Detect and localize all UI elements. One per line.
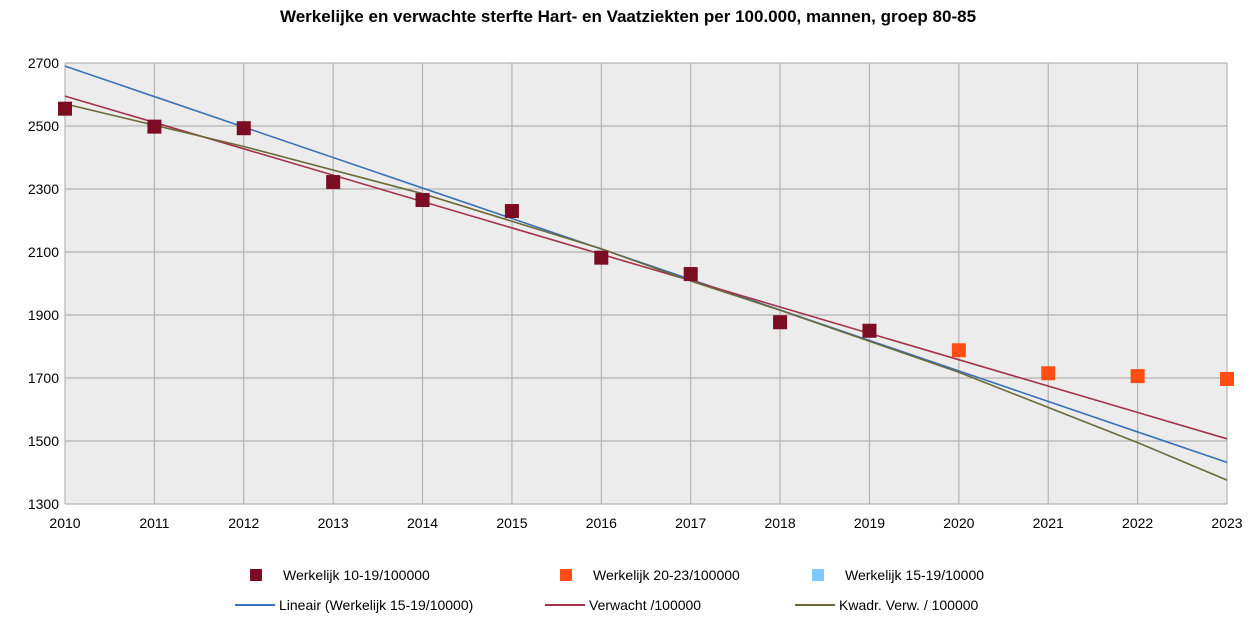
y-tick-label: 2700 [28,55,59,71]
x-tick-label: 2023 [1211,515,1242,531]
legend-label: Verwacht /100000 [589,597,701,613]
data-point [58,101,72,116]
series-line [64,95,1228,440]
grid [64,62,1228,505]
legend-label: Lineair (Werkelijk 15-19/10000) [279,597,473,613]
y-tick-label: 1700 [28,370,59,386]
data-point [415,193,430,208]
chart-title: Werkelijke en verwachte sterfte Hart- en… [280,7,976,26]
y-tick-label: 1900 [28,307,59,323]
x-tick-label: 2013 [318,515,349,531]
x-tick-label: 2021 [1033,515,1064,531]
x-tick-label: 2014 [407,515,438,531]
plot-area [65,63,1227,504]
y-tick-label: 1300 [28,496,59,512]
legend: Werkelijk 10-19/100000 Werkelijk 20-23/10… [235,567,984,613]
legend-label: Kwadr. Verw. / 100000 [839,597,979,613]
y-tick-label: 1500 [28,433,59,449]
data-point [951,343,966,358]
series [58,65,1234,481]
x-tick-label: 2018 [764,515,795,531]
x-tick-label: 2020 [943,515,974,531]
data-point [236,121,251,136]
x-tick-label: 2022 [1122,515,1153,531]
legend-label: Werkelijk 10-19/100000 [283,567,430,583]
y-tick-label: 2500 [28,118,59,134]
x-tick-label: 2019 [854,515,885,531]
data-point [594,250,609,265]
y-tick-label: 2300 [28,181,59,197]
legend-swatch [812,569,824,581]
legend-swatch [560,569,572,581]
data-point [1220,371,1234,386]
legend-label: Werkelijk 15-19/10000 [845,567,984,583]
data-point [326,175,341,190]
data-point [504,204,519,219]
legend-swatch [250,569,262,581]
x-tick-label: 2016 [586,515,617,531]
axes: 1300 1500 1700 1900 2100 2300 2500 2700 2010 2011… [28,55,1243,531]
data-point [773,315,788,330]
data-point [147,119,162,134]
x-tick-label: 2011 [139,515,169,531]
data-point [862,323,877,338]
x-tick-label: 2012 [228,515,259,531]
x-tick-label: 2015 [496,515,527,531]
legend-label: Werkelijk 20-23/100000 [593,567,740,583]
data-point [1041,366,1056,381]
x-tick-label: 2017 [675,515,706,531]
data-point [1130,369,1145,384]
y-tick-label: 2100 [28,244,59,260]
x-tick-label: 2010 [49,515,80,531]
data-point [683,267,698,282]
